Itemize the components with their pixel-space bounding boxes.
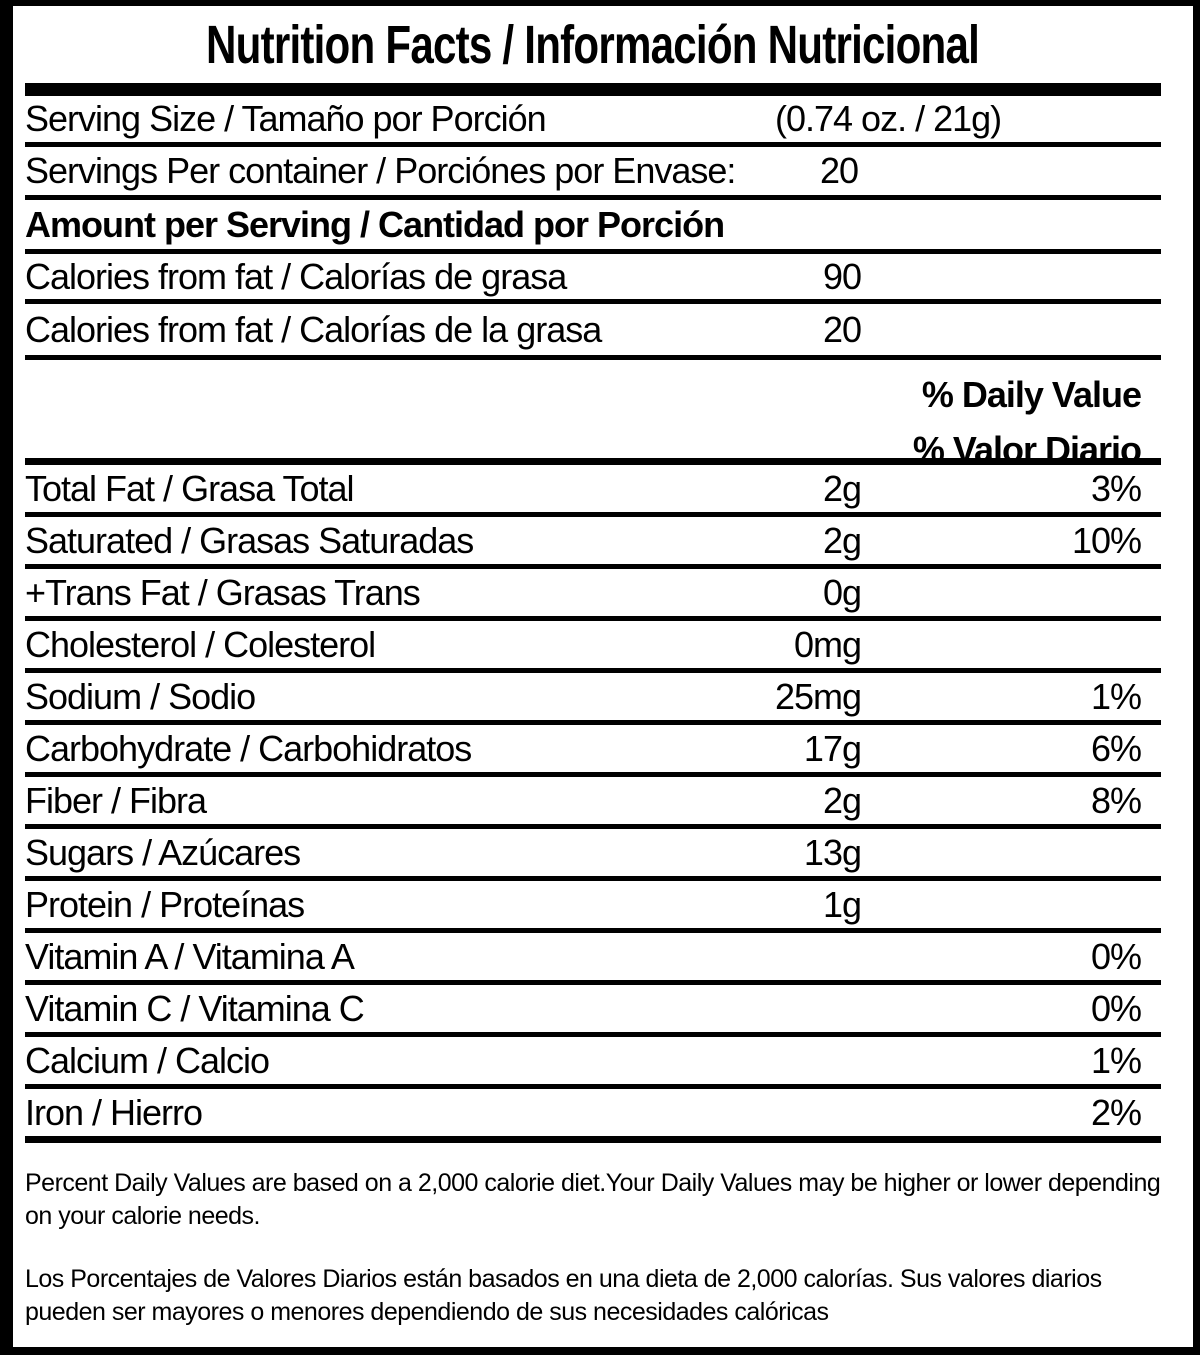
- nutrient-row: Carbohydrate / Carbohidratos 17g 6%: [25, 725, 1161, 777]
- nutrient-daily-value: 6%: [1090, 727, 1142, 769]
- nutrient-amount: 13g: [803, 831, 862, 873]
- nutrient-label: Total Fat / Grasa Total: [25, 467, 354, 509]
- nutrient-label: Calcium / Calcio: [25, 1039, 270, 1081]
- nutrient-row: Sodium / Sodio 25mg 1%: [25, 673, 1161, 725]
- daily-value-header: % Daily Value % Valor Diario: [25, 360, 1161, 470]
- amount-per-serving-label: Amount per Serving / Cantidad por Porció…: [25, 203, 725, 245]
- nutrient-row: Vitamin A / Vitamina A 0%: [25, 933, 1161, 985]
- nutrient-daily-value: 0%: [1090, 987, 1142, 1029]
- nutrient-daily-value: 0%: [1090, 935, 1142, 977]
- nutrient-daily-value: 10%: [1071, 519, 1142, 561]
- nutrient-amount: 17g: [803, 727, 862, 769]
- daily-value-header-en: % Daily Value: [921, 374, 1142, 415]
- servings-per-container-value: 20: [820, 150, 859, 191]
- nutrient-row: Saturated / Grasas Saturadas 2g 10%: [25, 517, 1161, 569]
- nutrient-amount: 2g: [822, 519, 862, 561]
- title-divider-bar: [25, 83, 1161, 96]
- nutrient-row: Fiber / Fibra 2g 8%: [25, 777, 1161, 829]
- footnote-english: Percent Daily Values are based on a 2,00…: [25, 1169, 1161, 1230]
- nutrient-label: Carbohydrate / Carbohidratos: [25, 727, 472, 769]
- nutrient-row: Cholesterol / Colesterol 0mg: [25, 621, 1161, 673]
- amount-per-serving-header: Amount per Serving / Cantidad por Porció…: [25, 200, 1161, 254]
- nutrient-row: Total Fat / Grasa Total 2g 3%: [25, 465, 1161, 517]
- footnotes: Percent Daily Values are based on a 2,00…: [25, 1143, 1161, 1329]
- nutrient-daily-value: 1%: [1090, 675, 1142, 717]
- label-title: Nutrition Facts / Información Nutriciona…: [206, 14, 980, 75]
- calories-value: 20: [822, 308, 862, 350]
- nutrient-label: Sugars / Azúcares: [25, 831, 301, 873]
- nutrient-row: Calcium / Calcio 1%: [25, 1037, 1161, 1089]
- nutrient-amount: 0g: [822, 571, 862, 613]
- nutrient-label: Vitamin C / Vitamina C: [25, 987, 365, 1029]
- nutrient-label: Protein / Proteínas: [25, 883, 305, 925]
- nutrient-amount: 25mg: [774, 675, 862, 717]
- nutrient-label: Iron / Hierro: [25, 1091, 203, 1133]
- serving-size-row: Serving Size / Tamaño por Porción (0.74 …: [25, 96, 1161, 147]
- nutrient-row: Vitamin C / Vitamina C 0%: [25, 985, 1161, 1037]
- nutrient-label: Vitamin A / Vitamina A: [25, 935, 355, 977]
- nutrient-row: Protein / Proteínas 1g: [25, 881, 1161, 933]
- calories-label: Calories from fat / Calorías de grasa: [25, 255, 567, 297]
- nutrient-row: Sugars / Azúcares 13g: [25, 829, 1161, 881]
- calories-row: Calories from fat / Calorías de grasa 90: [25, 254, 1161, 304]
- title-row: Nutrition Facts / Información Nutriciona…: [25, 6, 1161, 83]
- servings-per-container-row: Servings Per container / Porciónes por E…: [25, 147, 1161, 200]
- serving-size-label: Serving Size / Tamaño por Porción: [25, 98, 547, 139]
- nutrient-amount: 1g: [822, 883, 862, 925]
- nutrient-daily-value: 3%: [1090, 467, 1142, 509]
- calories-value: 90: [822, 255, 862, 297]
- calories-row: Calories from fat / Calorías de la grasa…: [25, 304, 1161, 360]
- serving-size-value: (0.74 oz. / 21g): [775, 98, 1002, 139]
- label-content: Nutrition Facts / Información Nutriciona…: [13, 6, 1193, 1329]
- nutrient-amount: 2g: [822, 467, 862, 509]
- footnote-spanish: Los Porcentajes de Valores Diarios están…: [25, 1265, 1102, 1326]
- nutrient-daily-value: 2%: [1090, 1091, 1142, 1133]
- nutrient-label: Fiber / Fibra: [25, 779, 207, 821]
- calories-label: Calories from fat / Calorías de la grasa: [25, 308, 602, 350]
- servings-per-container-label: Servings Per container / Porciónes por E…: [25, 150, 736, 191]
- nutrient-row: Iron / Hierro 2%: [25, 1089, 1161, 1143]
- nutrient-label: Cholesterol / Colesterol: [25, 623, 376, 665]
- nutrient-label: +Trans Fat / Grasas Trans: [25, 571, 421, 613]
- nutrient-daily-value: 1%: [1090, 1039, 1142, 1081]
- nutrient-amount: 0mg: [793, 623, 862, 665]
- nutrient-label: Saturated / Grasas Saturadas: [25, 519, 474, 561]
- nutrient-amount: 2g: [822, 779, 862, 821]
- daily-value-header-es: % Valor Diario: [912, 429, 1142, 470]
- nutrient-row: +Trans Fat / Grasas Trans 0g: [25, 569, 1161, 621]
- nutrient-daily-value: 8%: [1090, 779, 1142, 821]
- nutrient-label: Sodium / Sodio: [25, 675, 256, 717]
